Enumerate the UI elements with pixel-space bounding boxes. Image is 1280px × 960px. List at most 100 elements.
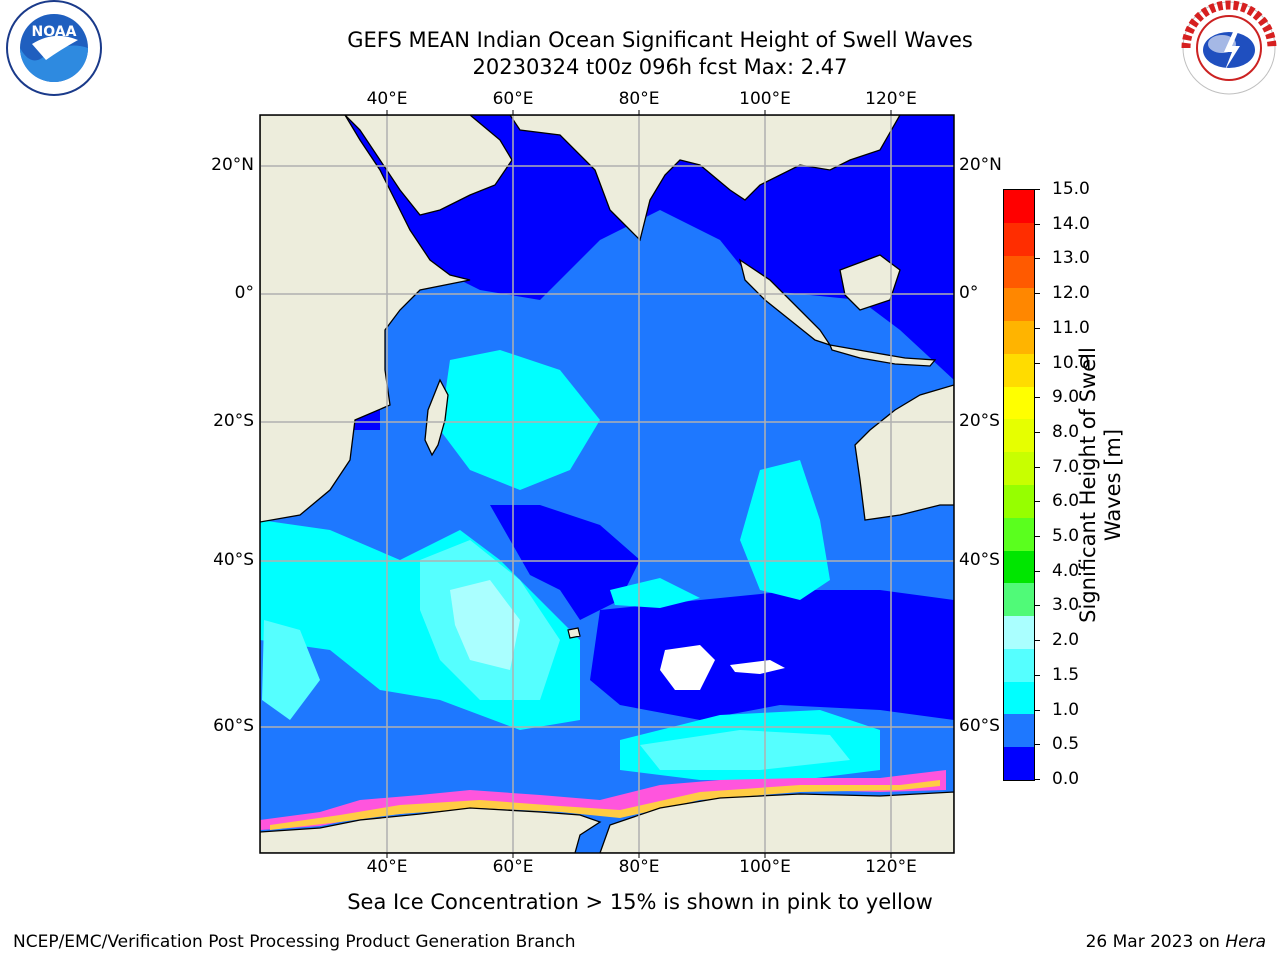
lon-label-top-80e: 80°E [618, 89, 660, 109]
colorbar-tick-label: 10.0 [1052, 352, 1090, 373]
light-cyan-region-2 [262, 620, 320, 720]
lat-label-left-20n: 20°N [211, 155, 254, 175]
footer-date: 26 Mar 2023 on Hera [1086, 932, 1266, 952]
colorbar-tick-mark [1034, 293, 1040, 295]
pale-region [450, 580, 520, 670]
footer-date-text: 26 Mar 2023 on [1085, 932, 1226, 952]
colorbar-tick-mark [1034, 431, 1040, 433]
lat-label-left-40s: 40°S [213, 550, 254, 570]
land-borneo [839, 254, 901, 311]
colorbar-tick-label: 9.0 [1052, 387, 1080, 408]
colorbar-tick-label: 4.0 [1052, 560, 1080, 581]
colorbar-segment [1004, 419, 1034, 453]
footer-host: Hera [1225, 932, 1266, 952]
lon-label-top-120e: 120°E [865, 89, 917, 109]
colorbar-segment [1004, 353, 1034, 388]
lat-label-right-20s: 20°S [959, 411, 1000, 431]
land-australia [854, 384, 954, 521]
colorbar-tick-mark [1034, 570, 1040, 572]
colorbar-tick-label: 2.0 [1052, 630, 1080, 651]
sea-ice-band [260, 770, 946, 830]
low-swell-south [590, 590, 954, 720]
cyan-region-3 [740, 460, 830, 600]
lat-label-right-20n: 20°N [959, 155, 1002, 175]
colorbar-tick-mark [1034, 327, 1040, 329]
land-antarctica [260, 791, 954, 853]
tick-marks [386, 110, 892, 858]
colorbar-tick-label: 8.0 [1052, 421, 1080, 442]
colorbar-tick-mark [1034, 744, 1040, 746]
cyan-region-2 [440, 350, 600, 490]
map-title: GEFS MEAN Indian Ocean Significant Heigh… [347, 28, 973, 52]
colorbar-tick-mark [1034, 258, 1040, 260]
colorbar-segment [1004, 681, 1034, 715]
colorbar-tick-mark [1034, 640, 1040, 642]
colorbar-tick-mark [1034, 466, 1040, 468]
sea-ice-note: Sea Ice Concentration > 15% is shown in … [347, 890, 933, 914]
lat-label-right-60s: 60°S [959, 716, 1000, 736]
land-java [828, 344, 937, 367]
colorbar-segment [1004, 517, 1034, 552]
noaa-logo: NOAA [2, 0, 106, 98]
land-africa [260, 115, 471, 523]
colorbar-tick-label: 6.0 [1052, 491, 1080, 512]
colorbar-segment [1004, 255, 1034, 289]
lon-label-bottom-120e: 120°E [865, 857, 917, 877]
lon-label-top-100e: 100°E [739, 89, 791, 109]
colorbar-tick-mark [1034, 501, 1040, 503]
colorbar-tick-label: 13.0 [1052, 248, 1090, 269]
colorbar-tick-label: 11.0 [1052, 317, 1090, 338]
nws-logo [1178, 0, 1280, 98]
map-frame [259, 114, 955, 854]
colorbar-segment [1004, 222, 1034, 257]
colorbar-tick-mark [1034, 536, 1040, 538]
land-kerguelen [567, 627, 581, 639]
low-swell-central [490, 505, 640, 620]
colorbar-tick-mark [1034, 674, 1040, 676]
lon-label-bottom-80e: 80°E [618, 857, 660, 877]
colorbar-tick-mark [1034, 223, 1040, 225]
lat-label-right-40s: 40°S [959, 550, 1000, 570]
land-india [509, 115, 901, 242]
colorbar-segment [1004, 616, 1034, 650]
colorbar-segment [1004, 321, 1034, 355]
colorbar-segment [1004, 288, 1034, 322]
lat-label-right-0: 0° [959, 283, 979, 303]
cyan-region-5 [610, 578, 700, 608]
colorbar-segment [1004, 190, 1034, 224]
lat-label-left-60s: 60°S [213, 716, 254, 736]
colorbar-tick-label: 14.0 [1052, 213, 1090, 234]
lat-label-left-0: 0° [234, 283, 254, 303]
colorbar-segment [1004, 648, 1034, 683]
colorbar-tick-label: 3.0 [1052, 595, 1080, 616]
lat-label-left-20s: 20°S [213, 411, 254, 431]
colorbar-segment [1004, 452, 1034, 486]
colorbar-tick-label: 1.5 [1052, 664, 1080, 685]
colorbar-tick-label: 5.0 [1052, 526, 1080, 547]
lon-label-bottom-40e: 40°E [366, 857, 408, 877]
colorbar-tick-label: 0.0 [1052, 769, 1080, 789]
map-subtitle: 20230324 t00z 096h fcst Max: 2.47 [472, 55, 848, 79]
colorbar-tick-label: 1.0 [1052, 699, 1080, 720]
colorbar-tick-mark [1034, 779, 1040, 780]
white-patch-2 [730, 660, 785, 674]
land-madagascar [424, 378, 449, 457]
colorbar-segment [1004, 714, 1034, 748]
colorbar-segment [1004, 386, 1034, 420]
lon-label-top-40e: 40°E [366, 89, 408, 109]
white-patch [660, 645, 715, 690]
light-cyan-region-3 [640, 730, 850, 770]
colorbar-tick-mark [1034, 709, 1040, 711]
colorbar-tick-mark [1034, 397, 1040, 399]
colorbar-label-line2: Waves [m] [1101, 428, 1125, 542]
colorbar [1003, 189, 1035, 781]
land-sumatra [738, 258, 832, 347]
lon-label-top-60e: 60°E [492, 89, 534, 109]
colorbar-tick-label: 15.0 [1052, 179, 1090, 199]
colorbar-label-line1: Significant Height of Swell [1076, 347, 1100, 623]
footer-branch: NCEP/EMC/Verification Post Processing Pr… [13, 932, 576, 952]
colorbar-segment [1004, 583, 1034, 617]
lon-label-bottom-60e: 60°E [492, 857, 534, 877]
colorbar-segment [1004, 747, 1034, 781]
